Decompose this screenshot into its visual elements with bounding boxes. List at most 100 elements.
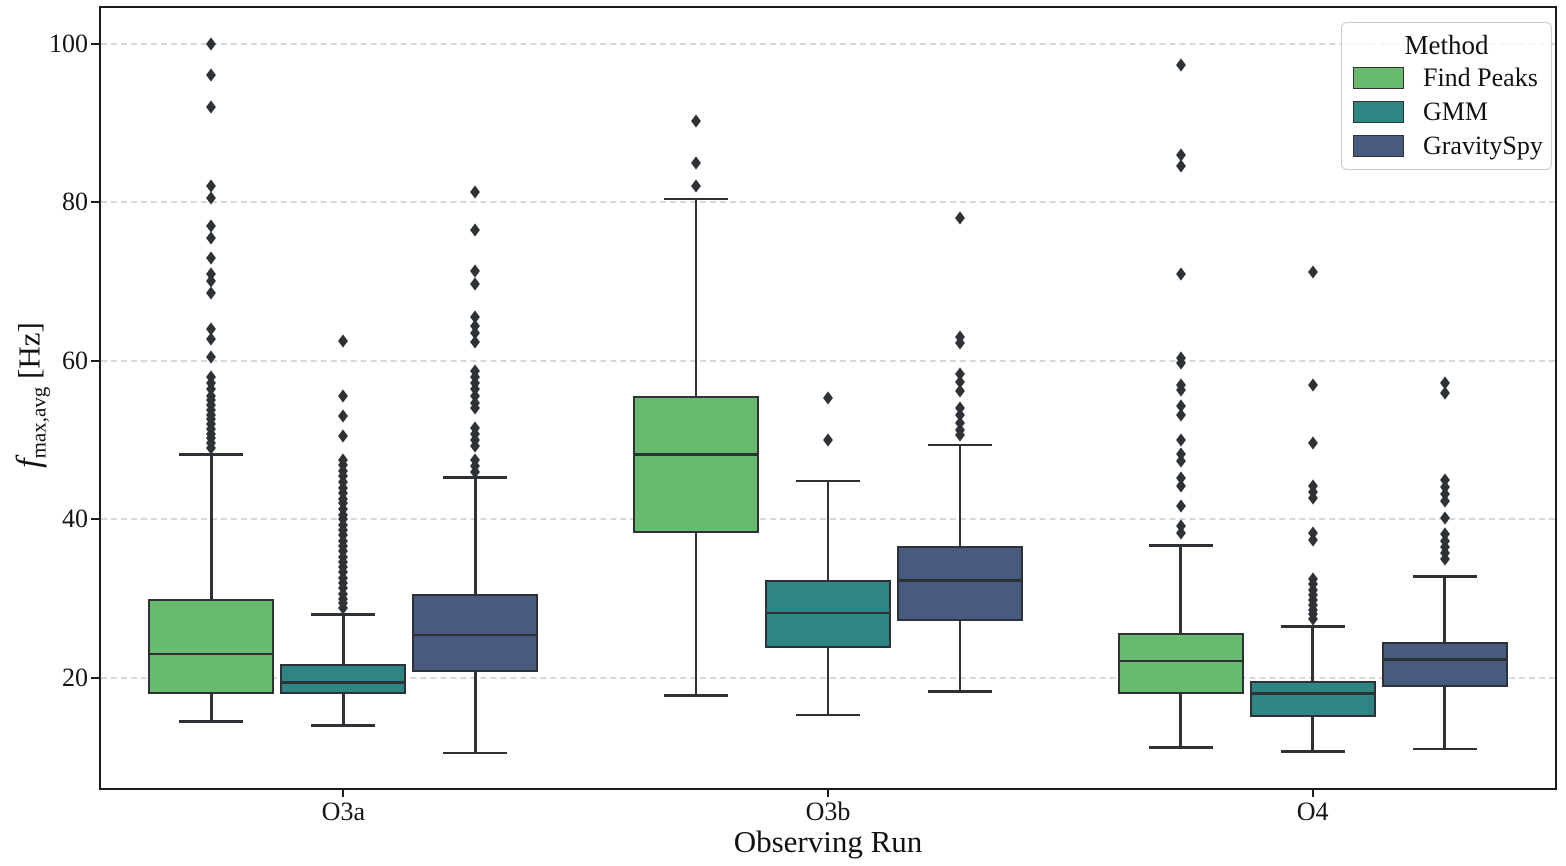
outlier-point	[1439, 511, 1450, 526]
legend-color-patch	[1353, 135, 1404, 157]
lower-whisker-cap	[443, 751, 508, 755]
outlier-point	[691, 179, 701, 194]
outlier-point	[1307, 436, 1318, 450]
upper-whisker	[342, 614, 345, 665]
legend-entry-label: GMM	[1423, 97, 1489, 126]
upper-whisker	[210, 454, 213, 599]
lower-whisker-cap	[796, 713, 860, 717]
x-tick-label: O4	[1296, 797, 1329, 826]
lower-whisker	[1311, 716, 1314, 752]
outlier-point	[1307, 265, 1318, 279]
legend-color-patch	[1353, 101, 1404, 123]
outlier-point	[823, 391, 833, 405]
outlier-point	[338, 429, 349, 443]
outlier-point	[206, 219, 217, 233]
upper-whisker-cap	[664, 197, 728, 201]
outlier-point	[338, 389, 349, 404]
x-tick-label: O3b	[805, 797, 851, 826]
lower-whisker-cap	[179, 720, 244, 723]
median-line	[148, 652, 275, 656]
outlier-point	[1307, 377, 1318, 392]
box-gmm	[280, 664, 407, 695]
upper-whisker-cap	[311, 613, 376, 616]
y-tick-mark	[91, 676, 101, 679]
median-line	[1381, 658, 1508, 661]
y-tick-label: 40	[62, 504, 88, 534]
upper-whisker	[1179, 545, 1182, 634]
y-tick-mark	[91, 201, 101, 204]
median-line	[1249, 692, 1376, 695]
y-tick-mark	[91, 359, 101, 362]
lower-whisker	[694, 532, 698, 696]
median-line	[280, 681, 407, 684]
lower-whisker	[1443, 687, 1446, 750]
box-gravityspy	[412, 593, 539, 673]
outlier-point	[470, 223, 481, 237]
outlier-point	[691, 113, 701, 128]
legend-entry-label: GravitySpy	[1423, 131, 1543, 160]
median-line	[412, 633, 539, 637]
outlier-point	[206, 286, 217, 301]
legend: Method Find Peaks GMM GravitySpy	[1341, 22, 1552, 170]
lower-whisker	[342, 694, 345, 726]
x-tick-mark	[342, 788, 345, 797]
lower-whisker-cap	[311, 724, 376, 727]
gridline	[101, 201, 1555, 204]
median-line	[633, 453, 759, 456]
box-find-peaks	[148, 598, 275, 694]
x-axis-label: Observing Run	[733, 824, 923, 859]
upper-whisker-cap	[1412, 575, 1477, 578]
median-line	[1117, 659, 1244, 663]
outlier-point	[206, 231, 217, 245]
y-tick-mark	[91, 518, 101, 521]
legend-entry: Find Peaks	[1342, 61, 1551, 95]
outlier-point	[470, 185, 481, 199]
upper-whisker-cap	[1148, 544, 1213, 547]
box-gravityspy	[897, 546, 1023, 621]
median-line	[765, 611, 891, 615]
y-axis-label-subscript: max,avg	[26, 386, 51, 459]
upper-whisker	[474, 477, 477, 594]
lower-whisker	[1179, 694, 1182, 748]
outlier-point	[470, 264, 481, 278]
lower-whisker	[958, 620, 962, 692]
legend-entries: Find Peaks GMM GravitySpy	[1342, 61, 1551, 163]
upper-whisker-cap	[796, 479, 860, 483]
outlier-point	[1175, 407, 1186, 422]
lower-whisker	[474, 672, 477, 754]
y-axis-label: fmax,avg [Hz]	[11, 322, 52, 468]
box-find-peaks	[633, 396, 759, 533]
gridline	[101, 42, 1555, 45]
upper-whisker-cap	[1280, 625, 1345, 628]
outlier-point	[206, 251, 217, 265]
outlier-point	[823, 433, 833, 447]
y-tick-mark	[91, 42, 101, 45]
outlier-point	[206, 332, 217, 347]
lower-whisker-cap	[664, 694, 728, 697]
outlier-point	[470, 335, 481, 349]
outlier-point	[1175, 58, 1186, 72]
upper-whisker	[826, 481, 830, 580]
outlier-point	[1175, 499, 1186, 513]
outlier-point	[206, 100, 217, 114]
outlier-point	[955, 211, 965, 225]
outlier-point	[470, 277, 481, 291]
lower-whisker-cap	[1412, 747, 1477, 751]
lower-whisker	[826, 647, 830, 716]
gridline	[101, 359, 1555, 362]
upper-whisker	[1443, 576, 1446, 643]
y-tick-label: 20	[62, 662, 88, 692]
y-axis-label-var: f	[10, 458, 48, 468]
outlier-point	[1175, 266, 1186, 281]
x-tick-label: O3a	[321, 797, 365, 826]
outlier-point	[1175, 479, 1186, 493]
outlier-point	[955, 384, 965, 398]
upper-whisker-cap	[928, 443, 992, 447]
y-tick-label: 80	[62, 187, 88, 217]
legend-color-patch	[1353, 67, 1404, 89]
y-tick-label: 100	[49, 28, 88, 58]
y-tick-label: 60	[62, 345, 88, 375]
outlier-point	[691, 155, 701, 170]
box-gmm	[1249, 680, 1376, 717]
